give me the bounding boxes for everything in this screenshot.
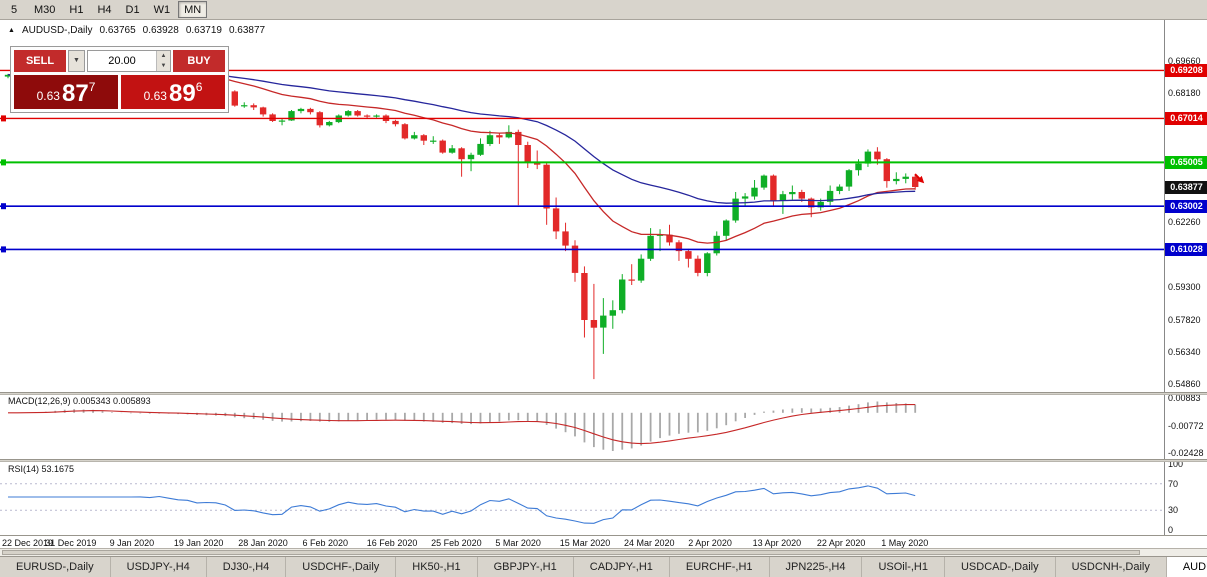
chart-tab-cadjpy-h1[interactable]: CADJPY-,H1 (574, 557, 670, 577)
level-marker (1, 246, 6, 253)
chart-tab-usdcnh-daily[interactable]: USDCNH-,Daily (1056, 557, 1167, 577)
date-label: 1 May 2020 (881, 538, 929, 548)
axis-label: 0.57820 (1168, 314, 1201, 325)
timeframe-button-5[interactable]: 5 (10, 4, 18, 16)
sell-price-big: 87 (61, 80, 89, 107)
pane-separator-rsi[interactable] (0, 459, 1207, 462)
buy-price-big: 89 (168, 80, 196, 107)
date-label: 2 Apr 2020 (688, 538, 732, 548)
chevron-down-icon: ▼ (73, 57, 80, 64)
date-axis[interactable]: 22 Dec 2019 31 Dec 2019 9 Jan 2020 19 Jan 2… (0, 535, 1207, 548)
chart-tab-usoil-h1[interactable]: USOil-,H1 (862, 557, 945, 577)
date-label: 6 Feb 2020 (302, 538, 349, 548)
macd-signal-line (8, 404, 916, 445)
axis-label: -0.02428 (1168, 448, 1204, 459)
rsi-line (8, 485, 916, 524)
timeframe-button-m30[interactable]: M30 (34, 4, 56, 16)
axis-label: 30 (1168, 505, 1179, 516)
chart-tab-usdcad-daily[interactable]: USDCAD-,Daily (945, 557, 1056, 577)
axis-label: 0.69660 (1168, 55, 1201, 66)
date-label: 16 Feb 2020 (366, 538, 418, 548)
axis-label: 100 (1168, 459, 1184, 469)
axis-label: 0.62260 (1168, 217, 1201, 228)
horizontal-scrollbar[interactable] (0, 548, 1207, 556)
date-label: 24 Mar 2020 (624, 538, 675, 548)
level-marker (1, 203, 6, 210)
level-marker (1, 159, 6, 166)
volume-increment-button[interactable]: ▲ (157, 51, 170, 61)
date-label: 19 Jan 2020 (173, 538, 224, 548)
date-label: 15 Mar 2020 (559, 538, 611, 548)
sell-price-quote[interactable]: 0.63 87 7 (14, 75, 118, 109)
chart-plot-area[interactable] (0, 0, 1164, 548)
symbol-marker-icon: ▲ (8, 26, 15, 34)
sell-button[interactable]: SELL (14, 50, 66, 72)
chart-tabbar: EURUSD-,Daily USDJPY-,H4 DJ30-,H4 USDCHF-,D… (0, 556, 1207, 577)
axis-label: 0.56340 (1168, 346, 1201, 357)
sell-price-prefix: 0.63 (36, 89, 60, 103)
buy-price-pip: 6 (195, 80, 203, 94)
chart-tab-dj30-h4[interactable]: DJ30-,H4 (207, 557, 287, 577)
date-label: 13 Apr 2020 (752, 538, 802, 548)
chart-tab-gbpjpy-h1[interactable]: GBPJPY-,H1 (478, 557, 574, 577)
chart-symbol-title: AUDUSD-,Daily (21, 25, 93, 36)
price-tag: 0.65005 (1165, 155, 1207, 169)
chart-tab-eurchf-h1[interactable]: EURCHF-,H1 (670, 557, 770, 577)
level-marker (1, 115, 6, 122)
volume-dropdown-button[interactable]: ▼ (68, 50, 85, 72)
axis-label: -0.00772 (1168, 420, 1204, 431)
chart-header: ▲ AUDUSD-,Daily 0.63765 0.63928 0.63719 … (8, 25, 265, 36)
ohlc-low: 0.63719 (185, 25, 222, 36)
macd-histogram (16, 401, 917, 451)
axis-label: 70 (1168, 478, 1179, 489)
timeframe-button-mn[interactable]: MN (178, 1, 208, 18)
buy-button[interactable]: BUY (173, 50, 225, 72)
macd-label: MACD(12,26,9) 0.005343 0.005893 (8, 396, 151, 406)
axis-label: 0.68180 (1168, 87, 1201, 98)
chart-tab-audusd-daily[interactable]: AUDUSD-,Daily (1166, 557, 1207, 577)
date-label: 22 Apr 2020 (816, 538, 866, 548)
axis-label: 0 (1168, 525, 1174, 535)
price-axis[interactable]: 0.69660 0.68180 0.62260 0.59300 0.57820 0.563… (1164, 20, 1207, 548)
ohlc-high: 0.63928 (142, 25, 179, 36)
sell-price-pip: 7 (88, 80, 96, 94)
date-label: 9 Jan 2020 (109, 538, 155, 548)
date-label: 31 Dec 2019 (45, 538, 97, 548)
volume-input[interactable] (88, 51, 156, 71)
timeframe-button-h1[interactable]: H1 (69, 4, 84, 16)
date-label: 25 Feb 2020 (431, 538, 482, 548)
chart-tab-usdchf-daily[interactable]: USDCHF-,Daily (286, 557, 397, 577)
chart-tab-usdjpy-h4[interactable]: USDJPY-,H4 (111, 557, 207, 577)
ohlc-close: 0.63877 (228, 25, 266, 36)
price-tag: 0.69208 (1165, 63, 1207, 77)
volume-spinbox: ▲ ▼ (87, 50, 171, 72)
axis-label: 0.54860 (1168, 379, 1201, 390)
date-label: 28 Jan 2020 (238, 538, 288, 548)
timeframe-button-d1[interactable]: D1 (125, 4, 140, 16)
chart-tab-jpn225-h4[interactable]: JPN225-,H4 (770, 557, 863, 577)
buy-price-quote[interactable]: 0.63 89 6 (121, 75, 225, 109)
price-tag: 0.67014 (1165, 111, 1207, 125)
price-tag: 0.63877 (1165, 180, 1207, 194)
timeframe-button-h4[interactable]: H4 (97, 4, 112, 16)
pane-separator-macd[interactable] (0, 392, 1207, 395)
axis-label: 0.00883 (1168, 393, 1201, 404)
chart-tab-eurusd-daily[interactable]: EURUSD-,Daily (0, 557, 111, 577)
timeframe-toolbar: 5 M30 H1 H4 D1 W1 MN (0, 0, 1207, 20)
price-tag: 0.61028 (1165, 242, 1207, 256)
date-label: 22 Dec 2019 (2, 538, 54, 548)
price-tag: 0.63002 (1165, 199, 1207, 213)
axis-label: 0.59300 (1168, 282, 1201, 293)
date-label: 5 Mar 2020 (495, 538, 541, 548)
scrollbar-thumb[interactable] (2, 550, 1140, 555)
chart-tab-hk50-h1[interactable]: HK50-,H1 (396, 557, 478, 577)
timeframe-button-w1[interactable]: W1 (153, 4, 171, 16)
rsi-label: RSI(14) 53.1675 (8, 464, 75, 474)
volume-decrement-button[interactable]: ▼ (157, 61, 170, 71)
ohlc-open: 0.63765 (99, 25, 136, 36)
buy-price-prefix: 0.63 (143, 89, 167, 103)
